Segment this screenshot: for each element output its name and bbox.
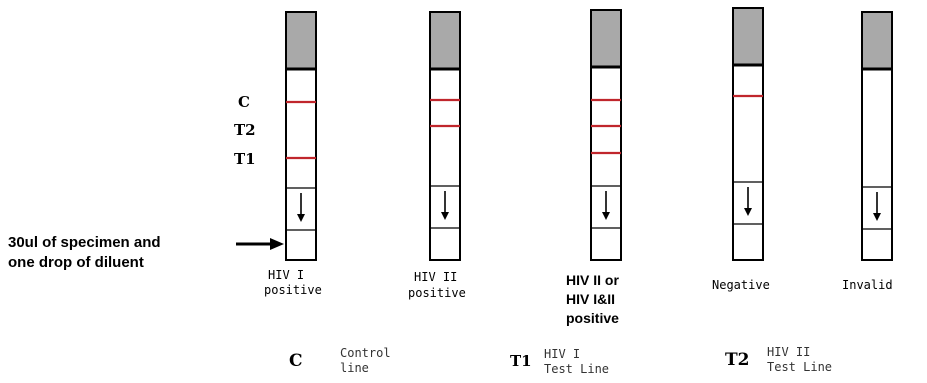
caption-strip-4-line1: Negative xyxy=(712,278,770,292)
legend-text-t2-line1: HIV II xyxy=(767,345,811,359)
strip-hiv1-2-positive xyxy=(590,9,622,261)
legend-letter-t2: T2 xyxy=(725,350,750,370)
caption-strip-1-line1: HIV I xyxy=(268,268,305,282)
strip-body xyxy=(861,11,893,261)
caption-strip-3-line1: HIV II or xyxy=(566,272,619,288)
caption-strip-2-line1: HIV II xyxy=(414,270,458,284)
legend-letter-t1: T1 xyxy=(510,352,532,370)
label-t2-line: T2 xyxy=(234,121,256,139)
strip-hiv2-positive xyxy=(429,11,461,261)
specimen-pointer-arrow xyxy=(236,238,284,250)
strip-hiv1-positive xyxy=(285,11,317,261)
caption-strip-3-line3: positive xyxy=(566,310,619,326)
legend-text-t2-line2: Test Line xyxy=(767,360,833,374)
label-control-line: C xyxy=(238,93,250,111)
caption-strip-5-line1: Invalid xyxy=(842,278,893,292)
legend-text-c-line1: Control xyxy=(340,346,391,360)
legend-text-t1-line2: Test Line xyxy=(544,362,610,376)
caption-strip-3-line2: HIV I&II xyxy=(566,291,616,307)
strip-invalid xyxy=(861,11,893,261)
strip-body xyxy=(732,7,764,261)
strip-sample-pad xyxy=(429,11,461,70)
specimen-note-line1: 30ul of specimen and xyxy=(8,234,161,251)
strip-body xyxy=(285,11,317,261)
strip-negative xyxy=(732,7,764,261)
strip-body xyxy=(590,9,622,261)
legend-letter-c: C xyxy=(289,351,303,371)
legend-text-t1-line1: HIV I xyxy=(544,347,581,361)
label-t1-line: T1 xyxy=(234,150,256,168)
strip-sample-pad xyxy=(861,11,893,70)
specimen-note-line2: one drop of diluent xyxy=(8,254,144,271)
caption-strip-1-line2: positive xyxy=(264,283,322,297)
legend-text-c-line2: line xyxy=(340,361,369,375)
caption-strip-2-line2: positive xyxy=(408,286,466,300)
strip-sample-pad xyxy=(732,7,764,66)
strip-sample-pad xyxy=(285,11,317,70)
strip-body xyxy=(429,11,461,261)
strip-sample-pad xyxy=(590,9,622,68)
